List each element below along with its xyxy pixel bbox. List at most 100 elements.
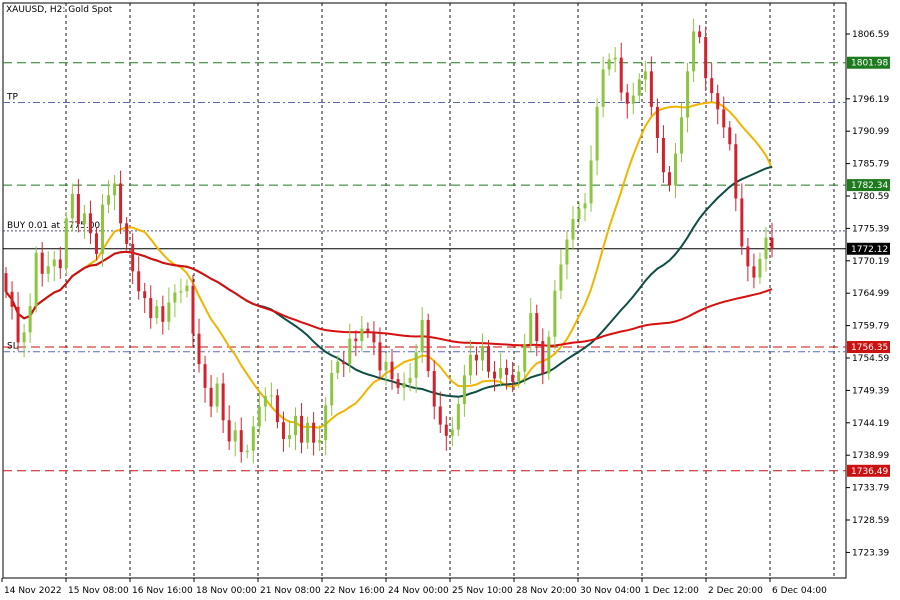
candle-body	[263, 395, 267, 407]
x-tick-label: 25 Nov 10:00	[452, 586, 513, 596]
candle-body	[58, 259, 62, 269]
candle-body	[770, 237, 774, 249]
candle-body	[595, 106, 599, 161]
candle-body	[396, 379, 400, 388]
candle-body	[499, 367, 503, 379]
candle-body	[119, 183, 123, 224]
y-tick-label: 1759.79	[852, 322, 889, 332]
y-tick-label: 1780.59	[852, 192, 889, 202]
candle-body	[577, 208, 581, 219]
price-level-label: TP	[6, 92, 18, 102]
candle-body	[179, 291, 183, 293]
x-tick-label: 14 Nov 2022	[4, 586, 62, 596]
x-tick-label: 16 Nov 16:00	[132, 586, 193, 596]
candle-body	[420, 319, 424, 353]
y-tick-label: 1744.19	[852, 419, 889, 429]
candles	[4, 18, 774, 464]
candle-body	[143, 291, 147, 299]
candle-body	[523, 344, 527, 372]
candle-body	[52, 259, 56, 267]
candle-body	[752, 266, 756, 278]
candle-body	[4, 273, 8, 292]
candle-body	[553, 290, 557, 337]
candle-body	[746, 246, 750, 267]
candle-body	[209, 387, 213, 407]
candle-body	[324, 405, 328, 441]
candle-body	[655, 106, 659, 138]
candle-body	[722, 109, 726, 128]
candle-body	[613, 57, 617, 60]
chart-area-background	[2, 2, 847, 579]
candle-body	[764, 237, 768, 259]
candle-body	[589, 160, 593, 204]
candle-body	[239, 430, 243, 453]
candle-body	[432, 371, 436, 407]
candle-body	[215, 383, 219, 407]
candle-body	[94, 233, 98, 254]
y-tick-label: 1790.99	[852, 127, 889, 137]
x-tick-label: 24 Nov 00:00	[388, 586, 449, 596]
candle-body	[82, 213, 86, 224]
price-badge	[847, 56, 890, 69]
candle-body	[414, 352, 418, 378]
price-axis: 1806.59 1796.19 1790.99 1785.79 1780.59 1775.…	[846, 30, 889, 558]
candle-body	[517, 371, 521, 382]
candle-body	[191, 285, 195, 334]
candle-body	[384, 361, 388, 371]
candle-body	[221, 383, 225, 421]
x-tick-label: 21 Nov 08:00	[260, 586, 321, 596]
price-badge-label: 1772.12	[851, 245, 888, 255]
candle-body	[474, 354, 478, 361]
candle-body	[354, 338, 358, 342]
price-level-label: BUY 0.01 at 1775.00	[7, 221, 100, 231]
candle-body	[402, 382, 406, 388]
candle-body	[203, 364, 207, 388]
candle-body	[426, 319, 430, 372]
candle-body	[64, 218, 68, 269]
candle-body	[197, 333, 201, 365]
y-tick-label: 1764.99	[852, 289, 889, 299]
x-tick-label: 30 Nov 04:00	[580, 586, 641, 596]
candle-body	[631, 95, 635, 104]
moving-average-fast	[5, 101, 773, 429]
candle-body	[619, 57, 623, 93]
candle-body	[348, 338, 352, 365]
candle-body	[366, 328, 370, 332]
price-badge	[847, 179, 890, 192]
y-tick-label: 1728.59	[852, 516, 889, 526]
candle-body	[318, 440, 322, 443]
y-tick-label: 1785.79	[852, 160, 889, 170]
candle-body	[281, 422, 285, 439]
price-badge	[847, 242, 890, 255]
price-badge	[847, 341, 890, 354]
y-tick-label: 1796.19	[852, 95, 889, 105]
y-tick-label: 1775.39	[852, 224, 889, 234]
y-tick-label: 1806.59	[852, 30, 889, 40]
candle-body	[456, 404, 460, 430]
candle-body	[511, 374, 515, 382]
y-tick-label: 1738.99	[852, 451, 889, 461]
chart-title: XAUUSD, H2: Gold Spot	[6, 5, 113, 15]
candle-body	[571, 218, 575, 240]
candle-body	[28, 306, 32, 333]
candle-body	[680, 117, 684, 154]
candle-body	[390, 361, 394, 380]
candle-body	[251, 426, 255, 451]
candle-body	[161, 306, 165, 322]
candle-body	[673, 153, 677, 186]
candle-body	[360, 328, 364, 342]
candle-body	[607, 59, 611, 70]
candle-body	[529, 313, 533, 345]
y-tick-label: 1733.79	[852, 484, 889, 494]
candle-body	[336, 361, 340, 373]
candle-body	[287, 435, 291, 439]
time-axis: 14 Nov 2022 15 Nov 08:00 16 Nov 16:00 18 No…	[1, 578, 827, 596]
candle-body	[583, 203, 587, 209]
candle-body	[34, 252, 38, 307]
x-tick-label: 6 Dec 04:00	[772, 586, 827, 596]
candle-body	[185, 285, 189, 292]
candle-body	[257, 406, 261, 427]
candle-body	[408, 377, 412, 383]
candle-body	[131, 243, 135, 272]
candle-body	[312, 422, 316, 443]
